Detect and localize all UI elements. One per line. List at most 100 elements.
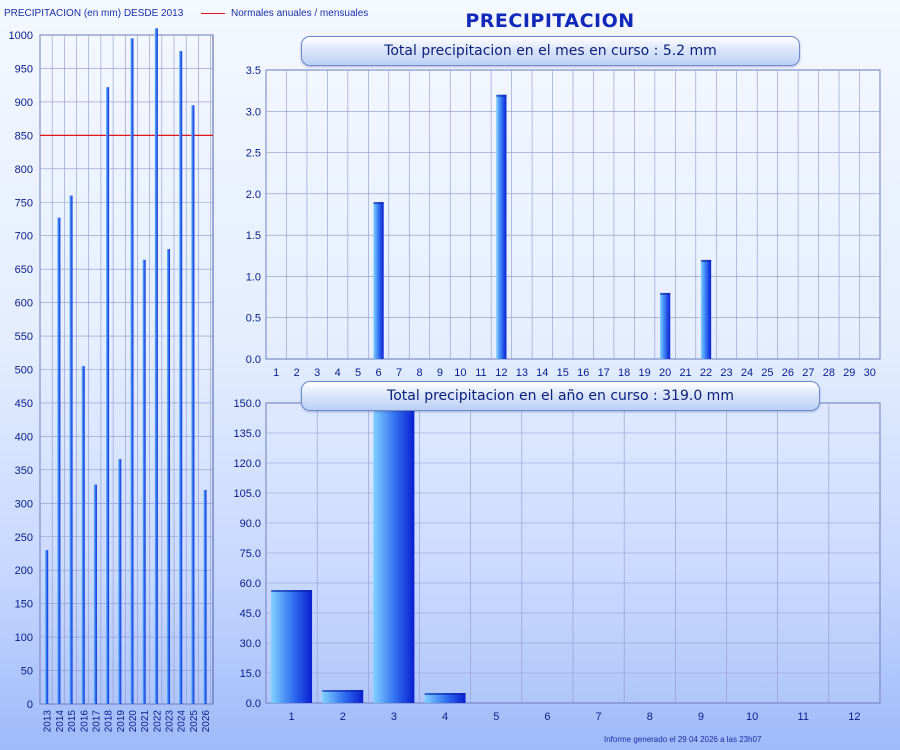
annual-bar [69,195,73,704]
x-tick-label: 16 [577,367,589,379]
month-bar-cap [700,259,712,262]
y-tick-label: 850 [15,130,33,142]
x-tick-label: 2026 [201,710,212,733]
y-tick-label: 700 [15,231,33,243]
y-tick-label: 100 [15,632,33,644]
y-tick-label: 400 [15,431,33,443]
x-tick-label: 19 [639,367,651,379]
x-tick-label: 23 [720,367,732,379]
annual-bar [191,105,195,705]
x-tick-label: 2023 [165,710,176,733]
x-tick-label: 2017 [91,710,102,733]
x-tick-label: 12 [495,367,507,379]
x-tick-label: 2013 [43,710,54,733]
x-tick-label: 4 [335,367,341,379]
x-tick-label: 25 [761,367,773,379]
x-tick-label: 13 [516,367,528,379]
y-tick-label: 650 [15,264,33,276]
annual-bar [57,217,61,704]
y-tick-label: 60.0 [240,578,261,590]
x-tick-label: 2 [340,711,346,723]
y-tick-label: 30.0 [240,638,261,650]
y-tick-label: 0 [27,699,33,711]
y-tick-label: 2.0 [246,189,261,201]
monthly-precipitation-chart: 0.00.51.01.52.02.53.03.51 2 3 4 5 6 7 8 9 10 11 12 1… [246,65,881,379]
x-tick-label: 27 [802,367,814,379]
y-tick-label: 550 [15,331,33,343]
normal-line-swatch [201,12,225,14]
y-tick-label: 135.0 [233,428,261,440]
y-tick-label: 105.0 [233,488,261,500]
x-tick-label: 8 [416,367,422,379]
month-bar [700,259,712,359]
x-tick-label: 24 [741,367,753,379]
x-tick-label: 2016 [79,710,90,733]
year-bar-cap [271,590,313,592]
month-bar-cap [496,94,507,97]
x-tick-label: 6 [376,367,382,379]
page-title: PRECIPITACION [465,10,635,32]
annual-bar [81,366,85,704]
annual-bar [142,259,146,704]
x-tick-label: 5 [355,367,361,379]
x-tick-label: 2015 [67,710,78,733]
y-tick-label: 90.0 [240,518,261,530]
y-tick-label: 15.0 [240,668,261,680]
x-tick-label: 1 [273,367,279,379]
x-tick-label: 2019 [116,710,127,733]
year-bar-cap [424,693,466,695]
x-tick-label: 2025 [189,710,200,733]
annual-bar [154,28,158,705]
annual-bar [118,459,122,704]
x-tick-label: 7 [396,367,402,379]
y-tick-label: 75.0 [240,548,261,560]
y-tick-label: 50 [21,666,33,678]
annual-bar [203,489,207,704]
y-tick-label: 0.5 [246,313,261,325]
x-tick-label: 2020 [128,710,139,733]
annual-bar [45,550,49,704]
y-tick-label: 950 [15,63,33,75]
y-tick-label: 3.5 [246,65,261,77]
x-tick-label: 22 [700,367,712,379]
legend: Normales anuales / mensuales [201,8,368,19]
y-tick-label: 450 [15,398,33,410]
y-tick-label: 200 [15,565,33,577]
x-tick-label: 3 [314,367,320,379]
y-tick-label: 600 [15,298,33,310]
y-tick-label: 150.0 [233,398,261,410]
x-tick-label: 2022 [152,710,163,733]
x-tick-label: 2021 [140,710,151,733]
y-tick-label: 500 [15,365,33,377]
x-tick-label: 3 [391,711,397,723]
x-tick-label: 5 [493,711,499,723]
x-tick-label: 11 [798,711,809,723]
y-tick-label: 250 [15,532,33,544]
year-bar [373,403,415,703]
x-tick-label: 28 [823,367,835,379]
y-tick-label: 1.5 [246,230,261,242]
x-tick-label: 2014 [55,710,66,733]
report-footer: Informe generado el 29 04 2026 a las 23h… [604,735,762,744]
annual-bar [130,38,134,705]
y-tick-label: 350 [15,465,33,477]
y-tick-label: 300 [15,498,33,510]
y-tick-label: 900 [15,97,33,109]
y-tick-label: 0.0 [246,698,261,710]
month-bar [373,202,384,359]
x-tick-label: 1 [289,711,295,723]
x-tick-label: 29 [843,367,855,379]
x-tick-label: 9 [698,711,704,723]
x-tick-label: 8 [647,711,653,723]
legend-label: Normales anuales / mensuales [231,8,369,19]
x-tick-label: 30 [864,367,876,379]
x-tick-label: 21 [679,367,691,379]
x-tick-label: 26 [782,367,794,379]
month-bar [659,292,671,359]
x-tick-label: 10 [454,367,466,379]
annual-bar [106,87,110,704]
x-tick-label: 10 [746,711,758,723]
x-tick-label: 17 [598,367,610,379]
y-tick-label: 800 [15,164,33,176]
